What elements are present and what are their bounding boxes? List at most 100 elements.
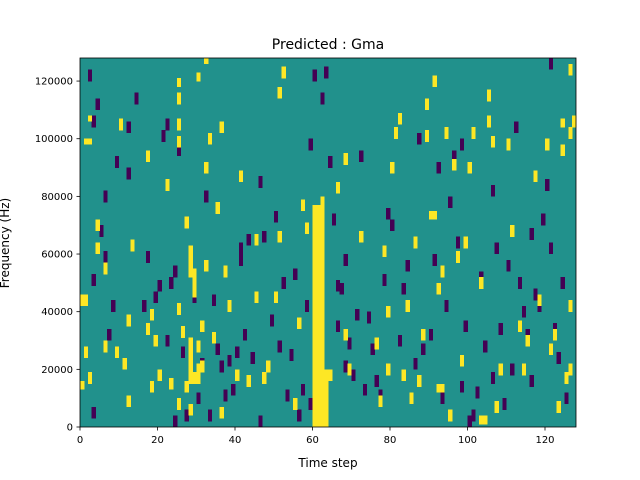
heatmap-cell-high xyxy=(157,369,162,382)
heatmap-cell-high xyxy=(467,161,472,174)
heatmap-cell-high xyxy=(413,236,418,249)
heatmap-cell-low xyxy=(328,156,333,168)
heatmap-cell-high xyxy=(266,360,271,373)
heatmap-cell-low xyxy=(173,265,178,278)
heatmap-cell-low xyxy=(455,236,461,249)
heatmap-cell-low xyxy=(362,383,368,396)
heatmap-cell-high xyxy=(184,216,189,229)
heatmap-cell-low xyxy=(196,392,201,405)
heatmap-cell-high xyxy=(176,118,182,131)
heatmap-cell-low xyxy=(324,66,329,79)
heatmap-cell-high xyxy=(568,127,573,139)
heatmap-cell-low xyxy=(564,392,569,405)
heatmap-cell-high xyxy=(486,115,492,128)
heatmap-cell-low xyxy=(126,121,131,134)
heatmap-cell-high xyxy=(444,127,449,139)
heatmap-cell-high xyxy=(409,392,414,405)
heatmap-cell-low xyxy=(467,415,472,428)
heatmap-cell-high xyxy=(273,291,279,304)
heatmap-cell-high xyxy=(486,89,492,102)
heatmap-cell-low xyxy=(471,409,476,422)
heatmap-background xyxy=(80,58,576,427)
heatmap-cell-low xyxy=(521,305,527,318)
heatmap-cell-high xyxy=(386,305,391,318)
heatmap-cell-low xyxy=(359,150,364,162)
heatmap-cell-high xyxy=(448,409,453,422)
heatmap-cell-low xyxy=(238,254,244,266)
heatmap-cell-low xyxy=(157,279,162,292)
heatmap-cell-high xyxy=(401,369,406,382)
heatmap-cell-high xyxy=(246,375,251,387)
heatmap-cell-high xyxy=(188,262,193,278)
heatmap-cell-high xyxy=(463,236,468,249)
heatmap-cell-low xyxy=(308,398,313,410)
heatmap-cell-low xyxy=(502,398,507,410)
heatmap-cell-low xyxy=(548,58,554,70)
heatmap-cell-low xyxy=(250,352,255,364)
heatmap-cell-high xyxy=(95,242,100,255)
heatmap-cell-low xyxy=(145,251,151,263)
heatmap-cell-high xyxy=(204,259,209,272)
heatmap-cell-low xyxy=(258,176,263,188)
heatmap-cell-high xyxy=(153,334,158,347)
heatmap-cell-high xyxy=(440,383,445,393)
heatmap-cell-low xyxy=(304,300,310,312)
heatmap-cell-low xyxy=(91,274,96,286)
plot-frame xyxy=(79,57,577,428)
heatmap-cell-high xyxy=(83,346,89,359)
heatmap-cell-low xyxy=(165,334,170,347)
heatmap-cell-high xyxy=(277,86,282,99)
heatmap-cell-low xyxy=(463,320,468,333)
heatmap-cell-low xyxy=(405,259,410,272)
heatmap-cell-high xyxy=(397,112,403,125)
heatmap-cell-high xyxy=(378,395,383,408)
heatmap-cell-low xyxy=(103,251,108,263)
y-tick-label: 80000 xyxy=(41,192,73,203)
heatmap-cell-low xyxy=(541,213,546,226)
heatmap-cell-low xyxy=(560,277,565,289)
heatmap-cell-high xyxy=(219,121,224,134)
heatmap-cell-high xyxy=(145,323,151,335)
heatmap-cell-low xyxy=(219,360,224,373)
heatmap-cell-low xyxy=(300,383,306,396)
heatmap-cell-low xyxy=(390,219,395,232)
heatmap-cell-low xyxy=(483,340,488,353)
heatmap-cell-high xyxy=(479,415,484,425)
heatmap-cell-high xyxy=(293,398,298,410)
heatmap-cell-high xyxy=(196,363,201,384)
heatmap-cell-high xyxy=(510,225,515,237)
heatmap-cell-high xyxy=(83,294,89,307)
x-axis: 0 20 40 60 80 100 120 xyxy=(77,427,555,446)
x-tick-label: 20 xyxy=(151,435,164,446)
heatmap-cell-low xyxy=(545,179,550,191)
heatmap-cell-low xyxy=(111,300,116,312)
heatmap-cell-high xyxy=(312,205,317,428)
heatmap-cell-low xyxy=(335,279,341,292)
heatmap-cell-high xyxy=(320,196,325,428)
heatmap-cell-low xyxy=(335,320,341,333)
heatmap-cell-high xyxy=(343,153,348,165)
heatmap-cell-low xyxy=(514,121,519,134)
heatmap-cell-high xyxy=(324,369,329,428)
heatmap-cell-low xyxy=(107,328,112,341)
heatmap-cell-low xyxy=(126,167,131,180)
plot-area xyxy=(79,57,577,428)
heatmap-cell-high xyxy=(192,274,197,286)
heatmap-cell-low xyxy=(459,380,465,393)
heatmap-cell-high xyxy=(421,328,426,341)
x-tick-label: 120 xyxy=(535,435,554,446)
heatmap-cell-low xyxy=(281,277,286,289)
heatmap-cell-low xyxy=(339,282,344,295)
heatmap-cell-low xyxy=(397,334,403,347)
y-tick-label: 0 xyxy=(67,423,73,434)
heatmap-cell-high xyxy=(490,135,496,148)
heatmap-cell-low xyxy=(258,415,263,428)
heatmap-cell-high xyxy=(359,230,364,243)
heatmap-cell-high xyxy=(95,219,100,232)
heatmap-cell-high xyxy=(254,233,259,246)
heatmap-cell-high xyxy=(176,78,182,88)
heatmap-cell-high xyxy=(176,398,182,410)
heatmap-cell-high xyxy=(211,331,217,344)
heatmap-cell-high xyxy=(188,403,193,416)
heatmap-cell-low xyxy=(99,225,104,237)
